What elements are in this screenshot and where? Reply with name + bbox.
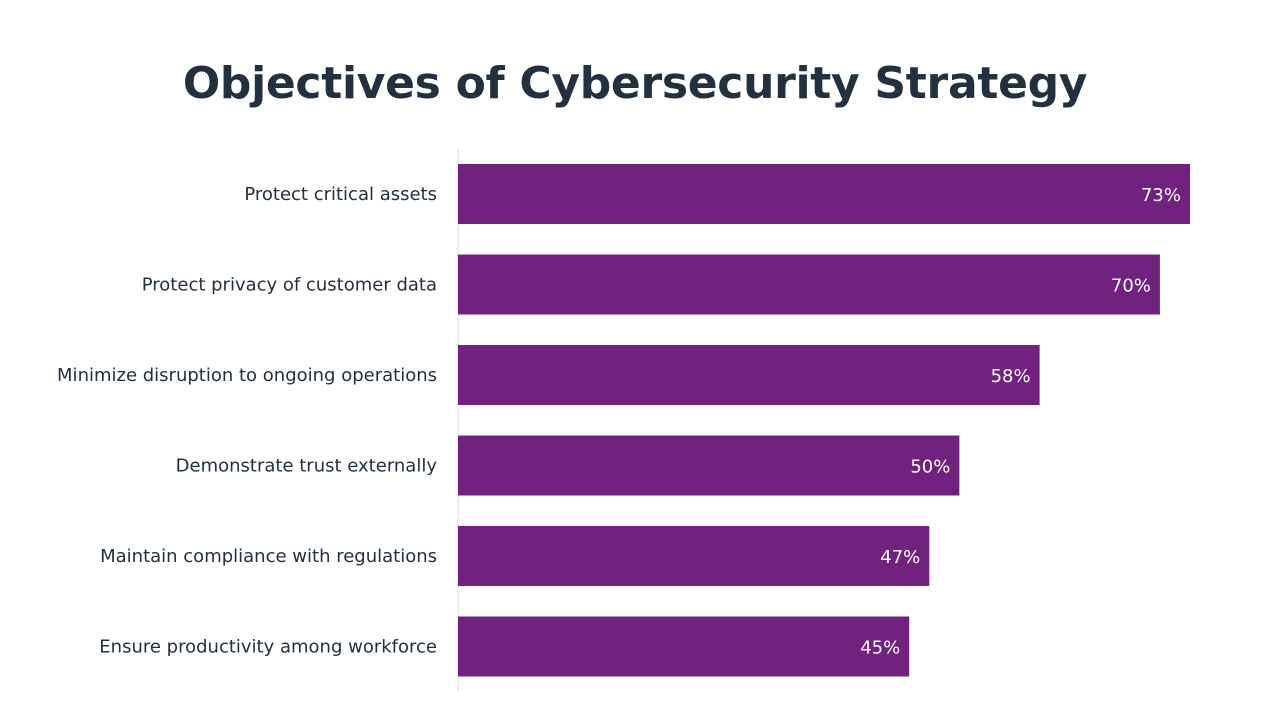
category-label-2: Protect privacy of customer data xyxy=(142,275,437,296)
value-label-4: 50% xyxy=(910,457,950,478)
category-label-3: Minimize disruption to ongoing operation… xyxy=(57,365,437,386)
bar-5 xyxy=(458,526,930,586)
value-label-1: 73% xyxy=(1141,185,1181,206)
category-label-6: Ensure productivity among workforce xyxy=(99,637,437,658)
category-label-5: Maintain compliance with regulations xyxy=(100,546,437,567)
bar-3 xyxy=(458,345,1040,405)
category-label-1: Protect critical assets xyxy=(244,184,437,205)
category-label-4: Demonstrate trust externally xyxy=(176,456,438,477)
bar-1 xyxy=(458,164,1190,224)
value-label-3: 58% xyxy=(991,366,1031,387)
value-label-6: 45% xyxy=(860,638,900,659)
chart-title: Objectives of Cybersecurity Strategy xyxy=(182,58,1088,109)
value-label-5: 47% xyxy=(880,547,920,568)
bar-6 xyxy=(458,616,910,677)
bars-group: Protect critical assets 73% Protect privac… xyxy=(57,164,1190,677)
bar-4 xyxy=(458,435,960,496)
value-label-2: 70% xyxy=(1111,276,1151,297)
bar-2 xyxy=(458,254,1160,315)
